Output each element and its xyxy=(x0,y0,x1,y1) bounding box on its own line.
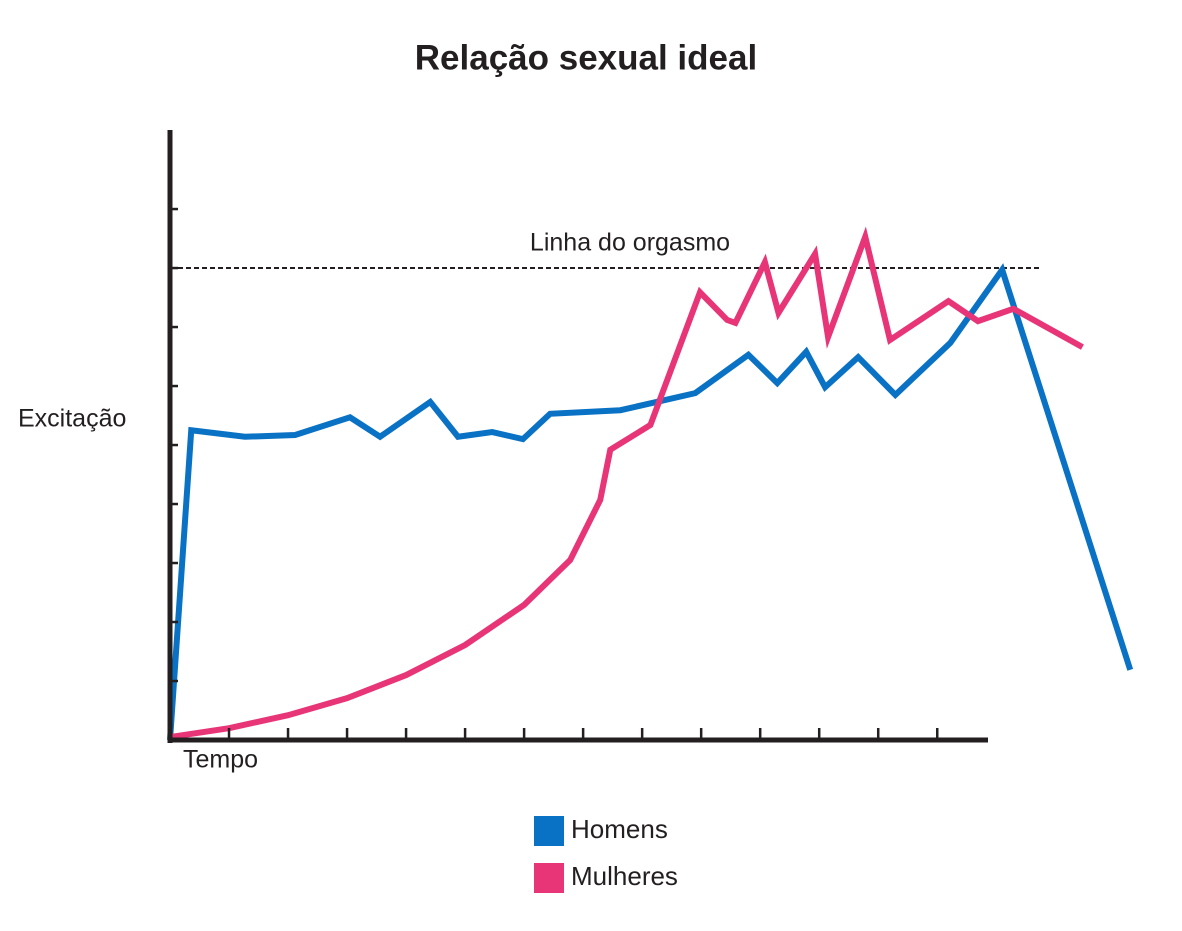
legend-swatch xyxy=(534,863,564,893)
series-line xyxy=(169,226,1084,741)
orgasm-label: Linha do orgasmo xyxy=(530,229,730,257)
legend-label: Homens xyxy=(571,814,668,844)
legend-swatch xyxy=(534,816,564,846)
chart-title: Relação sexual ideal xyxy=(415,38,757,77)
legend-label: Mulheres xyxy=(571,861,678,891)
series-line xyxy=(167,263,1134,741)
y-axis-label: Excitação xyxy=(18,405,126,433)
x-axis-label: Tempo xyxy=(183,746,258,774)
